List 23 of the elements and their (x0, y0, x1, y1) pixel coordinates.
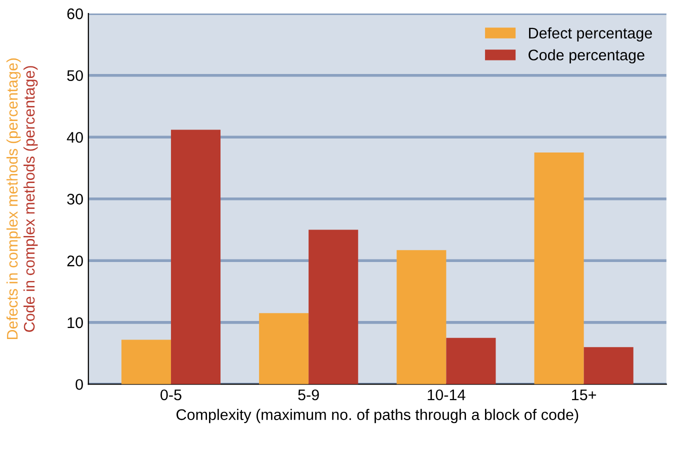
x-tick-label: 10-14 (428, 389, 466, 400)
x-tick-label: 15+ (572, 390, 596, 400)
bar (584, 347, 634, 384)
y-tick-label: 30 (67, 194, 83, 205)
bar (170, 130, 221, 384)
y-tick-label: 60 (67, 8, 83, 20)
bar (121, 340, 171, 384)
bar (259, 313, 309, 384)
y-tick-label: 0 (76, 379, 83, 390)
legend-label: Defect percentage (529, 27, 652, 42)
bar (446, 338, 496, 384)
x-tick-label: 5-9 (298, 389, 319, 400)
legend-label: Code percentage (528, 49, 644, 64)
x-tick-label: 0-5 (160, 389, 182, 400)
bar (534, 152, 584, 384)
bar (396, 250, 446, 384)
x-axis-title: Complexity (maximum no. of paths through a block of code) (176, 408, 578, 424)
bar (308, 230, 358, 384)
y-tick-label: 10 (68, 317, 83, 328)
y-tick-label: 40 (66, 132, 83, 143)
y-tick-label: 50 (67, 70, 83, 82)
y-axis-title: Defects in complex methods (percentage) Code in complex methods (percentage) (6, 58, 38, 340)
y-tick-label: 20 (67, 256, 83, 266)
